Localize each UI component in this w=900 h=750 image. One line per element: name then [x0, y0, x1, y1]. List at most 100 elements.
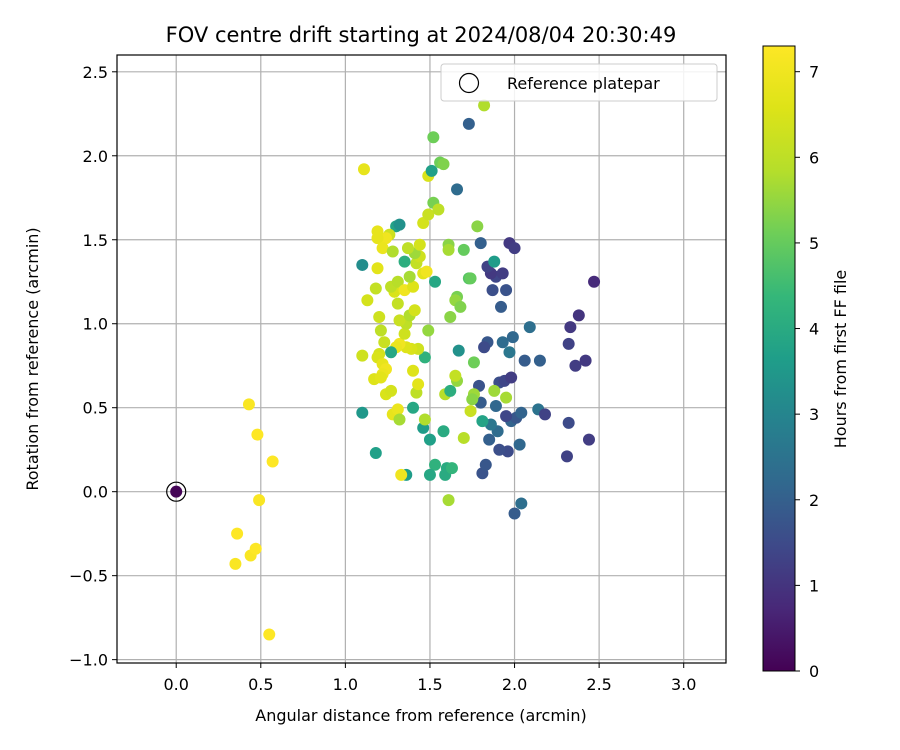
- data-point: [437, 158, 450, 171]
- colorbar-gradient: [762, 45, 796, 672]
- data-point: [500, 284, 513, 297]
- data-point: [266, 455, 279, 468]
- colorbar: 0 1 2 3 4 5 6 7 Hours from first FF file: [762, 45, 850, 681]
- data-point: [371, 225, 384, 238]
- data-point: [503, 346, 516, 359]
- data-point: [391, 297, 404, 310]
- legend: Reference platepar: [440, 63, 718, 102]
- data-point: [474, 237, 487, 250]
- data-point: [403, 270, 416, 283]
- data-point: [451, 183, 464, 196]
- data-point: [466, 393, 479, 406]
- data-point: [508, 507, 521, 520]
- colorbar-tick-label: 4: [809, 320, 819, 339]
- data-point: [572, 309, 585, 322]
- data-point: [588, 275, 601, 288]
- data-point: [506, 331, 519, 344]
- y-tick-label: −0.5: [69, 567, 108, 586]
- data-point: [569, 359, 582, 372]
- x-ticks: 0.0 0.5 1.0 1.5 2.0 2.5 3.0: [163, 663, 696, 694]
- data-point: [374, 324, 387, 337]
- legend-entry-reference: Reference platepar: [507, 74, 660, 93]
- data-point: [479, 458, 492, 471]
- data-point: [445, 462, 458, 475]
- data-point: [518, 354, 531, 367]
- data-point: [391, 275, 404, 288]
- legend-box: [440, 63, 718, 102]
- colorbar-tick-label: 7: [809, 63, 819, 82]
- data-point: [496, 267, 509, 280]
- data-point: [457, 243, 470, 256]
- data-point: [523, 321, 536, 334]
- data-point: [564, 321, 577, 334]
- data-point: [398, 327, 411, 340]
- data-point: [505, 371, 518, 384]
- data-point: [379, 232, 392, 245]
- data-point: [391, 403, 404, 416]
- data-point: [423, 468, 436, 481]
- data-point: [408, 304, 421, 317]
- data-point: [413, 238, 426, 251]
- data-point: [444, 384, 457, 397]
- data-point: [500, 410, 513, 423]
- x-tick-label: 1.0: [333, 675, 358, 694]
- data-point: [442, 243, 455, 256]
- data-point: [452, 344, 465, 357]
- chart-title: FOV centre drift starting at 2024/08/04 …: [166, 23, 677, 47]
- data-point: [464, 405, 477, 418]
- data-point: [427, 131, 440, 144]
- data-point: [467, 356, 480, 369]
- data-point: [437, 425, 450, 438]
- data-point: [356, 258, 369, 271]
- data-point: [418, 413, 431, 426]
- reference-layer: [166, 481, 187, 502]
- y-axis-label: Rotation from reference (arcmin): [23, 227, 42, 490]
- data-point: [582, 433, 595, 446]
- data-point: [422, 324, 435, 337]
- data-point: [429, 458, 442, 471]
- data-point: [369, 282, 382, 295]
- data-point: [478, 99, 491, 112]
- data-point: [356, 406, 369, 419]
- data-point: [386, 245, 399, 258]
- data-point: [373, 311, 386, 324]
- data-point: [401, 242, 414, 255]
- legend-marker-reference: [458, 72, 480, 94]
- data-point: [393, 314, 406, 327]
- data-point: [513, 438, 526, 451]
- data-point: [562, 416, 575, 429]
- data-point: [457, 431, 470, 444]
- y-tick-label: 1.0: [83, 315, 108, 334]
- data-point: [412, 378, 425, 391]
- data-point: [395, 468, 408, 481]
- data-point: [249, 542, 262, 555]
- data-point: [170, 485, 183, 498]
- data-point: [515, 497, 528, 510]
- data-point: [376, 242, 389, 255]
- data-point: [560, 450, 573, 463]
- data-point: [393, 218, 406, 231]
- data-point: [418, 351, 431, 364]
- data-point: [242, 398, 255, 411]
- data-point: [385, 346, 398, 359]
- data-point: [357, 163, 370, 176]
- data-point: [496, 336, 509, 349]
- data-point: [385, 384, 398, 397]
- data-point: [425, 164, 438, 177]
- data-point: [251, 428, 264, 441]
- data-point: [407, 280, 420, 293]
- colorbar-tick-label: 6: [809, 148, 819, 167]
- data-point: [423, 433, 436, 446]
- data-point: [464, 272, 477, 285]
- y-tick-label: 0.5: [83, 399, 108, 418]
- data-point: [449, 369, 462, 382]
- x-tick-label: 3.0: [671, 675, 696, 694]
- data-point: [356, 349, 369, 362]
- data-point: [374, 371, 387, 384]
- data-point: [476, 415, 489, 428]
- data-point: [488, 384, 501, 397]
- x-tick-label: 0.0: [163, 675, 188, 694]
- plot-frame: [116, 54, 727, 664]
- data-point: [429, 275, 442, 288]
- y-tick-label: 1.5: [83, 231, 108, 250]
